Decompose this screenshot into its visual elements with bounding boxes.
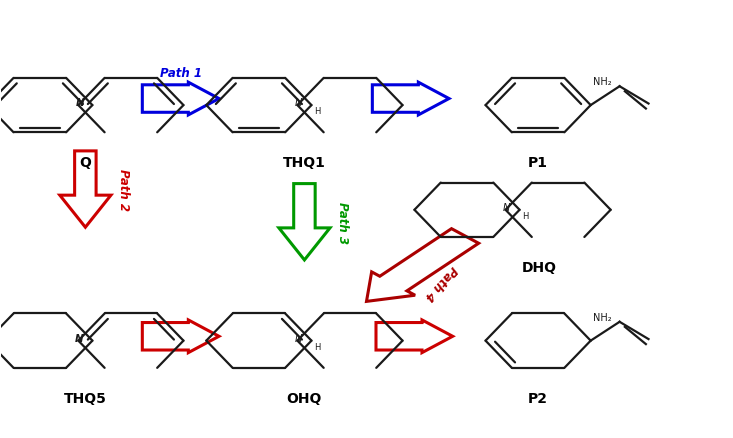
Text: Path 2: Path 2: [117, 169, 130, 211]
Polygon shape: [372, 83, 449, 116]
Polygon shape: [376, 320, 453, 353]
Text: NH₂: NH₂: [593, 77, 612, 87]
Text: THQ5: THQ5: [64, 391, 107, 405]
Text: N: N: [503, 202, 510, 212]
Polygon shape: [366, 229, 479, 302]
Text: N: N: [295, 98, 302, 108]
Text: H: H: [314, 107, 320, 116]
Text: Path 1: Path 1: [160, 67, 202, 80]
Text: N: N: [75, 98, 84, 108]
Text: H: H: [314, 342, 320, 351]
Text: P1: P1: [528, 156, 548, 170]
Text: H: H: [523, 212, 528, 220]
Text: N: N: [75, 333, 84, 343]
Polygon shape: [60, 152, 111, 228]
Polygon shape: [142, 320, 219, 353]
Text: DHQ: DHQ: [521, 261, 556, 274]
Text: NH₂: NH₂: [593, 312, 612, 322]
Text: N: N: [295, 333, 302, 343]
Text: OHQ: OHQ: [287, 391, 322, 405]
Text: Q: Q: [79, 156, 92, 170]
Text: THQ1: THQ1: [283, 156, 326, 170]
Text: P2: P2: [528, 391, 548, 405]
Text: Path 3: Path 3: [336, 201, 349, 243]
Polygon shape: [279, 184, 330, 260]
Text: Path 4: Path 4: [421, 262, 459, 302]
Polygon shape: [142, 83, 219, 116]
